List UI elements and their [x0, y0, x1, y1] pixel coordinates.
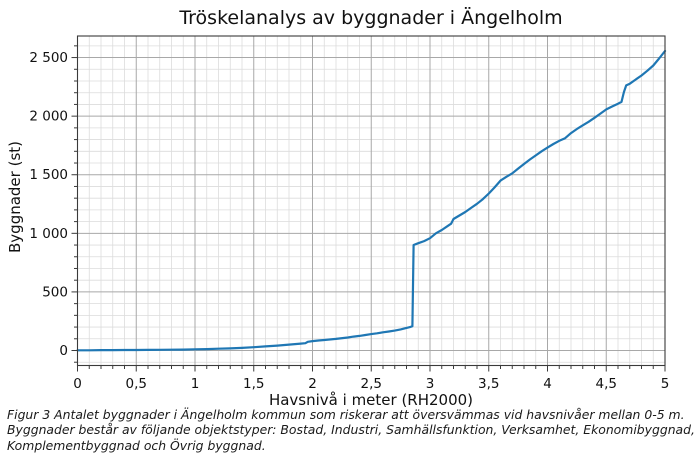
- y-tick-label: 0: [59, 343, 68, 359]
- x-tick-label: 0,5: [126, 376, 147, 392]
- caption-line-3: Komplementbyggnad och Övrig byggnad.: [7, 437, 266, 453]
- x-tick-label: 3,5: [478, 376, 499, 392]
- x-axis-label: Havsnivå i meter (RH2000): [268, 391, 474, 409]
- caption-line-1: Figur 3 Antalet byggnader i Ängelholm ko…: [7, 407, 685, 422]
- figure-caption: Figur 3 Antalet byggnader i Ängelholm ko…: [7, 407, 697, 453]
- x-tick-label: 0: [73, 376, 82, 392]
- x-tick-label: 5: [661, 376, 670, 392]
- x-tick-label: 4,5: [596, 376, 617, 392]
- x-tick-label: 2: [308, 376, 317, 392]
- x-tick-label: 1,5: [243, 376, 264, 392]
- y-tick-label: 2 000: [29, 109, 68, 125]
- x-tick-label: 3: [426, 376, 435, 392]
- chart-title: Tröskelanalys av byggnader i Ängelholm: [179, 7, 563, 29]
- y-tick-label: 500: [42, 284, 68, 300]
- data-series-line: [76, 49, 667, 352]
- x-tick-label: 2,5: [361, 376, 382, 392]
- y-tick-label: 1 000: [29, 226, 68, 242]
- y-tick-label: 1 500: [29, 167, 68, 183]
- caption-line-2: Byggnader består av följande objektstype…: [7, 422, 695, 438]
- x-tick-label: 1: [191, 376, 200, 392]
- y-axis-label: Byggnader (st): [6, 141, 24, 253]
- y-tick-label: 2 500: [29, 50, 68, 66]
- x-tick-label: 4: [543, 376, 552, 392]
